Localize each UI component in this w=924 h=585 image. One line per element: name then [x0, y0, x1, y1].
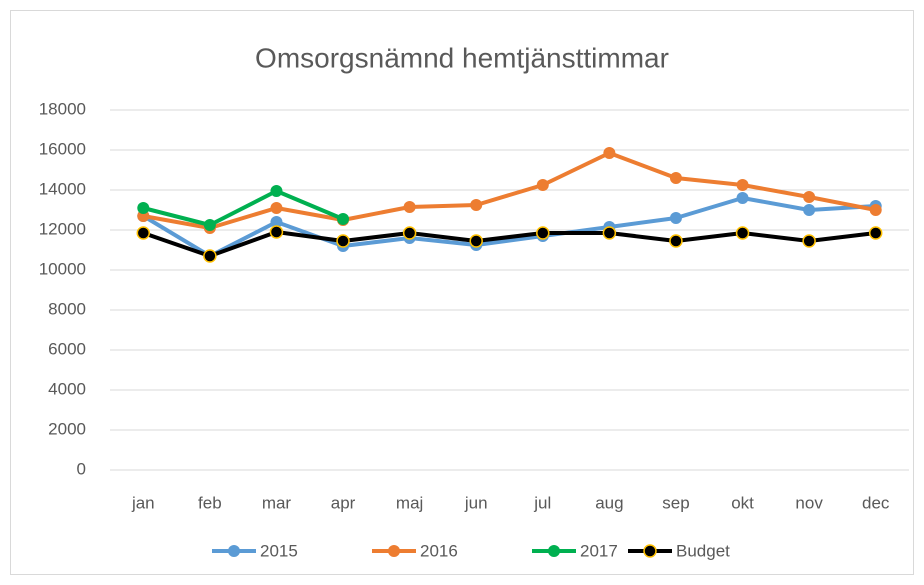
series-marker [337, 213, 350, 225]
series-marker [803, 191, 816, 203]
series-marker [603, 147, 616, 159]
legend-marker [643, 544, 657, 558]
series-marker [869, 204, 882, 216]
series-marker [669, 234, 683, 248]
series-marker [536, 179, 549, 191]
legend-label: 2017 [580, 541, 618, 560]
series-marker [470, 199, 483, 211]
series-marker [402, 226, 417, 240]
series-marker [536, 226, 550, 240]
series-marker [403, 201, 416, 213]
series-marker [203, 219, 216, 231]
series-marker [736, 179, 749, 191]
y-tick-label: 16000 [39, 139, 86, 158]
series-marker [137, 202, 150, 214]
x-tick-label: jun [464, 493, 488, 512]
chart-title: Omsorgsnämnd hemtjänsttimmar [255, 42, 669, 73]
x-tick-label: apr [331, 493, 356, 512]
x-tick-label: nov [795, 493, 823, 512]
legend-label: 2015 [260, 541, 298, 560]
x-tick-label: dec [862, 493, 890, 512]
series-marker [602, 226, 617, 240]
y-tick-label: 10000 [39, 259, 86, 278]
series-line [142, 151, 877, 230]
series-marker [336, 234, 350, 248]
x-tick-label: maj [396, 493, 423, 512]
series-marker [669, 212, 682, 224]
series-marker [802, 234, 816, 248]
series-marker [868, 226, 883, 240]
series-line [142, 230, 876, 258]
series-line [142, 189, 344, 227]
legend-label: 2016 [420, 541, 458, 560]
series-marker [270, 202, 283, 214]
series-marker [270, 216, 283, 228]
series-marker [669, 172, 682, 184]
x-tick-label: mar [262, 493, 292, 512]
y-tick-label: 14000 [39, 179, 86, 198]
series-marker [136, 226, 151, 240]
y-tick-label: 2000 [48, 419, 86, 438]
series-marker [270, 185, 283, 197]
x-tick-label: jan [131, 493, 155, 512]
legend-label: Budget [676, 541, 730, 560]
series-marker [736, 192, 749, 204]
legend-marker [228, 545, 240, 557]
series-marker [803, 204, 816, 216]
series-marker [735, 226, 750, 240]
series-marker [269, 225, 284, 239]
legend-marker [388, 545, 400, 557]
y-tick-label: 6000 [48, 339, 86, 358]
y-tick-label: 0 [77, 459, 86, 478]
y-tick-label: 4000 [48, 379, 86, 398]
series-marker [203, 249, 217, 263]
x-tick-label: sep [662, 493, 689, 512]
x-tick-label: okt [731, 493, 754, 512]
y-tick-label: 18000 [39, 99, 86, 118]
legend-marker [548, 545, 560, 557]
series-line [142, 196, 876, 258]
y-tick-label: 12000 [39, 219, 86, 238]
x-tick-label: aug [595, 493, 623, 512]
x-tick-label: jul [533, 493, 551, 512]
chart-border [10, 10, 914, 575]
y-tick-label: 8000 [48, 299, 86, 318]
x-tick-label: feb [198, 493, 222, 512]
series-marker [469, 234, 483, 248]
